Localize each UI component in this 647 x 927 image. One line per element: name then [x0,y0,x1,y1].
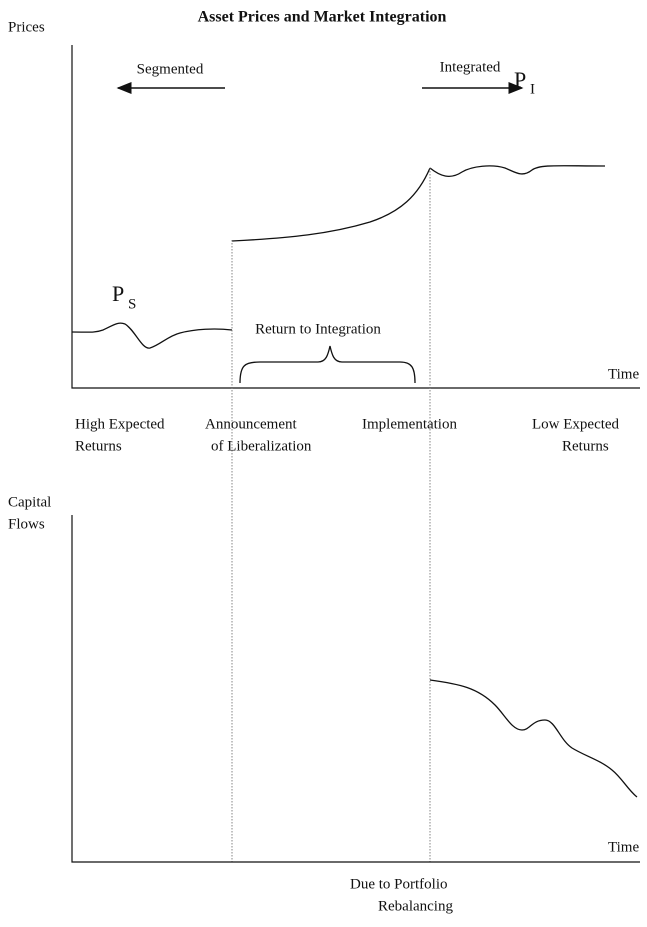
title: Asset Prices and Market Integration [198,9,447,26]
p-integrated-sub: I [530,81,535,97]
phase-label: Returns [562,438,609,454]
y-label: Capital [8,494,51,510]
segmented-price [71,322,233,349]
note: Rebalancing [378,898,453,914]
note: Due to Portfolio [350,876,448,892]
phase-label: Announcement [205,416,297,432]
y-label: Flows [8,516,45,532]
bracket [239,345,416,384]
integrated-label: Integrated [440,59,501,75]
bracket-label: Return to Integration [255,321,381,337]
phase-label: Returns [75,438,122,454]
integrated-price [429,165,606,178]
p-segmented: P [112,281,124,306]
p-integrated: P [514,67,526,92]
axes [71,45,640,389]
phase-label: Implementation [362,416,457,432]
x-label: Time [608,366,639,382]
p-segmented-sub: S [128,296,136,312]
capital-flows [429,679,638,798]
y-label: Prices [8,19,45,35]
segmented-label: Segmented [137,61,204,77]
phase-label: Low Expected [532,416,620,432]
x-label: Time [608,839,639,855]
axes [71,515,640,863]
phase-label: of Liberalization [211,438,312,454]
rising-price [231,167,431,242]
phase-label: High Expected [75,416,165,432]
